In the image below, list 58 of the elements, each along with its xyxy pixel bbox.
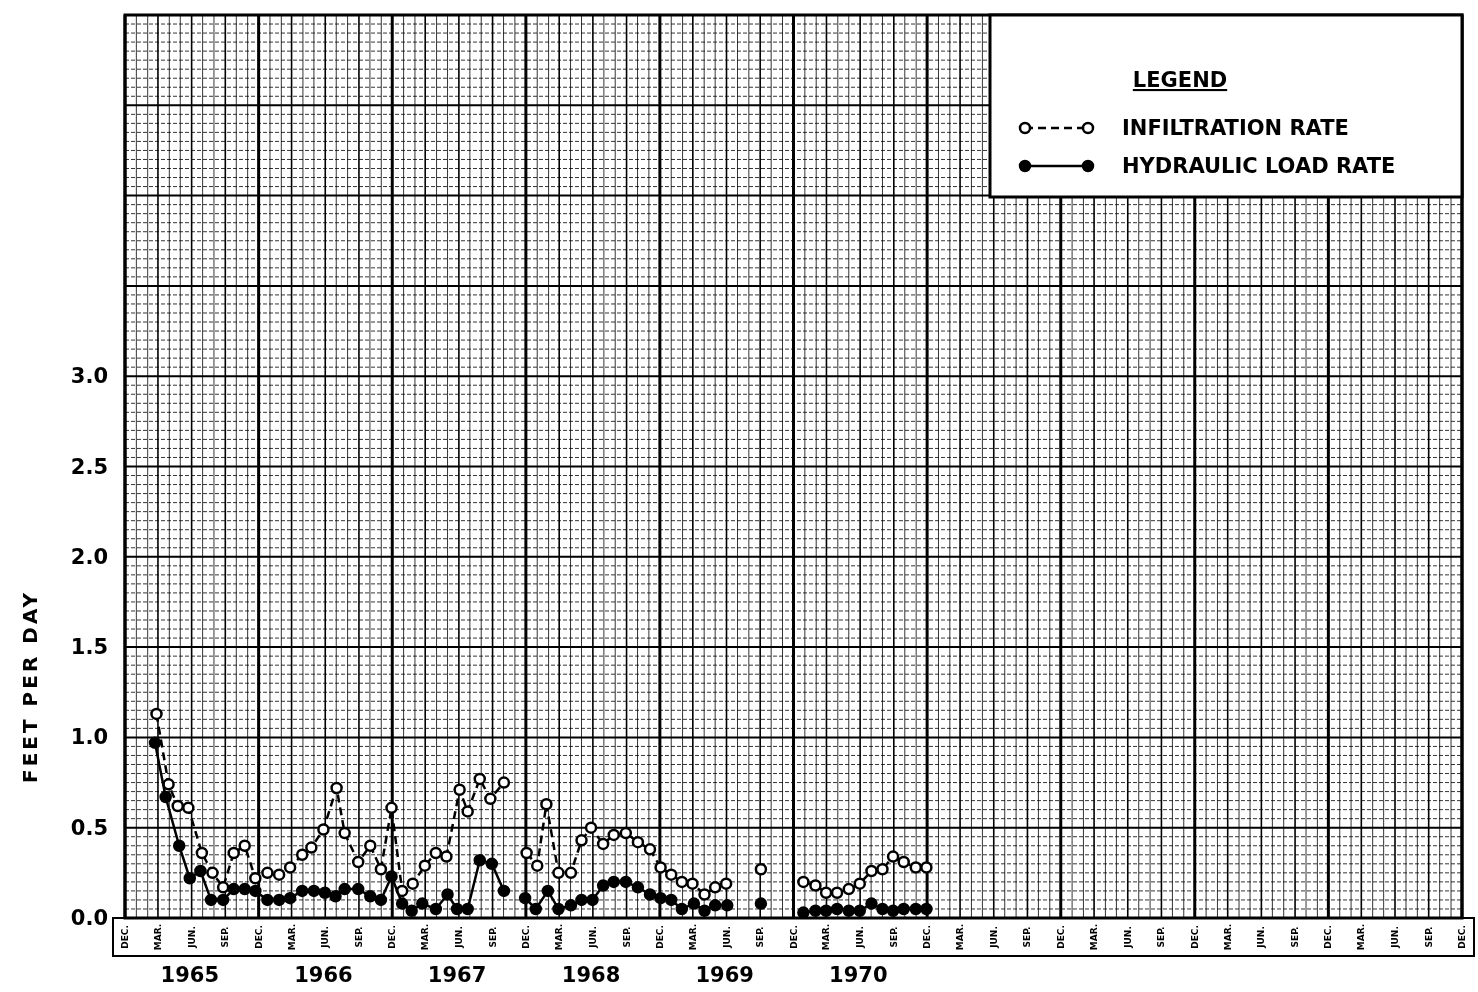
text: 1967 [427,963,487,987]
legend-title: LEGEND [1132,68,1228,92]
x-tick-label: DEC. [120,925,130,949]
x-tick-label: MAR. [1222,923,1233,951]
x-tick-label: SEP. [1156,926,1167,948]
y-tick-label: 0.5 [70,815,108,840]
x-tick-label: SEP. [220,926,231,948]
text: 1970 [829,963,888,987]
x-tick-label: MAR. [554,923,565,951]
text: 1969 [695,963,754,987]
y-tick-label: 1.5 [70,635,108,660]
x-tick-label: SEP. [1022,926,1033,948]
x-tick-label: JUN. [1122,926,1133,949]
y-tick-label: 2.5 [70,454,108,479]
x-tick-label: MAR. [152,923,163,951]
x-tick-label: MAR. [821,923,832,951]
x-tick-label: SEP. [487,926,498,948]
y-axis-title: FEET PER DAY [18,590,42,783]
x-tick-label: DEC. [922,925,933,949]
x-tick-label: DEC. [1189,925,1200,949]
x-tick-label: JUN. [453,926,464,949]
x-tick-label: JUN. [587,926,598,949]
x-tick-label: SEP. [353,926,364,948]
x-tick-label: DEC. [654,925,665,949]
x-tick-label: JUN. [186,926,197,949]
x-tick-label: DEC. [1323,925,1334,949]
x-tick-label: JUN. [721,926,732,949]
x-tick-label: MAR. [955,923,966,951]
text: 1966 [294,963,353,987]
legend-label: INFILTRATION RATE [1122,116,1349,140]
x-tick-label: JUN. [320,926,331,949]
x-tick-label: DEC. [387,925,398,949]
x-tick-label: MAR. [687,923,698,951]
y-tick-label: 1.0 [70,725,108,750]
x-tick-label: JUN. [855,926,866,949]
x-tick-label: JUN. [1390,926,1400,949]
x-tick-label: JUN. [1256,926,1267,949]
y-tick-label: 0.0 [70,906,108,930]
x-tick-label: DEC. [1055,925,1066,949]
x-tick-label: DEC. [788,925,799,949]
text: 1968 [561,963,621,987]
x-tick-label: DEC. [520,925,531,949]
x-tick-label: SEP. [755,926,766,948]
text: 1965 [160,963,220,987]
legend-label: HYDRAULIC LOAD RATE [1122,154,1396,178]
x-tick-label: MAR. [286,923,297,951]
x-tick-label: DEC. [1457,925,1467,949]
x-tick-label: MAR. [420,923,431,951]
x-tick-label: SEP. [1423,926,1434,948]
y-tick-label: 3.0 [70,364,108,389]
x-tick-label: SEP. [1290,926,1301,948]
y-tick-label: 2.0 [70,544,108,569]
x-tick-label: DEC. [253,925,264,949]
x-tick-label: MAR. [1356,923,1367,951]
x-tick-label: SEP. [888,926,899,948]
x-tick-label: SEP. [621,926,632,948]
x-tick-label: JUN. [988,926,999,949]
x-tick-label: MAR. [1089,923,1100,951]
